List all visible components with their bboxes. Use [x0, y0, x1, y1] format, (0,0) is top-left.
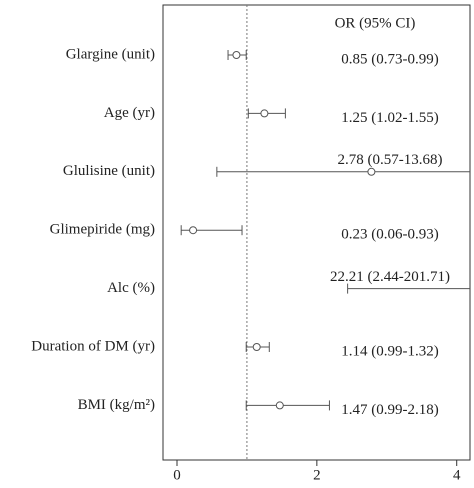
row-label: Glulisine (unit) — [63, 163, 155, 179]
point-estimate — [189, 226, 198, 235]
or-label: 2.78 (0.57-13.68) — [338, 152, 443, 168]
or-label: 22.21 (2.44-201.71) — [330, 269, 450, 285]
x-tick-label: 2 — [313, 467, 321, 483]
or-label: 1.47 (0.99-2.18) — [341, 402, 439, 418]
row-label: Glimepiride (mg) — [50, 222, 155, 238]
x-tick-label: 0 — [173, 467, 181, 483]
row-label: BMI (kg/m²) — [78, 397, 155, 413]
point-estimate — [367, 167, 376, 176]
or-label: 0.85 (0.73-0.99) — [341, 51, 439, 67]
row-label: Glargine (unit) — [66, 46, 155, 62]
point-estimate — [252, 343, 261, 351]
or-label: 1.14 (0.99-1.32) — [341, 343, 439, 359]
row-label: Duration of DM (yr) — [31, 338, 155, 354]
or-label: 0.23 (0.06-0.93) — [341, 227, 439, 243]
row-label: Age (yr) — [104, 105, 155, 121]
point-estimate — [260, 109, 269, 118]
point-estimate — [232, 51, 241, 59]
point-estimate — [275, 401, 284, 410]
plot-area — [180, 5, 470, 460]
column-header: OR (95% CI) — [335, 15, 416, 31]
or-label: 1.25 (1.02-1.55) — [341, 110, 439, 126]
x-tick-label: 4 — [453, 467, 461, 483]
row-label: Alc (%) — [107, 280, 155, 296]
